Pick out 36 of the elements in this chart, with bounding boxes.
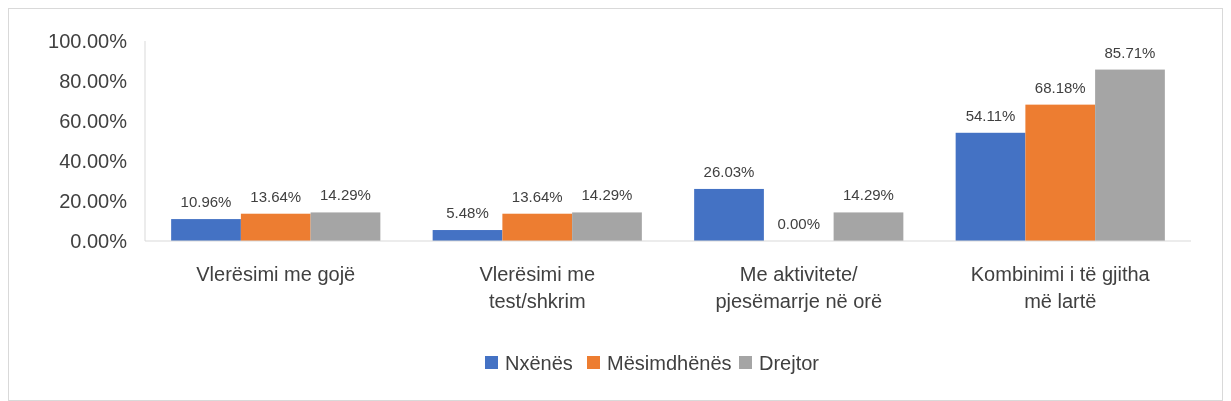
bar	[432, 230, 503, 241]
y-tick-label: 60.00%	[59, 110, 128, 132]
legend-label: Drejtor	[759, 352, 820, 374]
x-tick-label: Kombinimi i të gjitha më lartë	[970, 263, 1151, 312]
bar	[1095, 69, 1165, 241]
bar	[833, 212, 904, 241]
x-tick-label: Vlerësimi me gojë	[196, 263, 356, 285]
bar	[572, 212, 642, 241]
x-tick-label: Me aktivitete/ pjesëmarrje në orë	[715, 263, 883, 312]
y-tick-label: 100.00%	[48, 30, 128, 52]
bar	[171, 219, 241, 241]
y-tick-label: 0.00%	[70, 230, 128, 252]
x-tick-label: Vlerësimi me test/shkrim	[479, 263, 596, 312]
data-label: 14.29%	[843, 186, 894, 204]
data-label: 14.29%	[581, 186, 633, 204]
data-label: 85.71%	[1104, 43, 1156, 61]
bar	[955, 132, 1026, 241]
data-label: 5.48%	[446, 204, 489, 222]
y-tick-label: 80.00%	[59, 70, 128, 92]
y-tick-label: 40.00%	[59, 150, 128, 172]
bar	[240, 213, 311, 241]
data-label: 13.64%	[511, 187, 563, 205]
data-label: 54.11%	[965, 106, 1016, 124]
bar	[310, 212, 381, 241]
legend-label: Nxënës	[505, 352, 573, 374]
data-label: 68.18%	[1034, 78, 1086, 96]
data-label: 14.29%	[320, 186, 371, 204]
bar	[502, 213, 573, 241]
legend-label: Mësimdhënës	[607, 352, 732, 374]
bar	[694, 188, 764, 241]
data-label: 13.64%	[250, 187, 302, 205]
bar	[1025, 104, 1096, 241]
y-tick-label: 20.00%	[59, 190, 128, 212]
data-label: 26.03%	[703, 162, 755, 180]
data-label: 10.96%	[180, 193, 232, 211]
data-label: 0.00%	[777, 215, 821, 232]
